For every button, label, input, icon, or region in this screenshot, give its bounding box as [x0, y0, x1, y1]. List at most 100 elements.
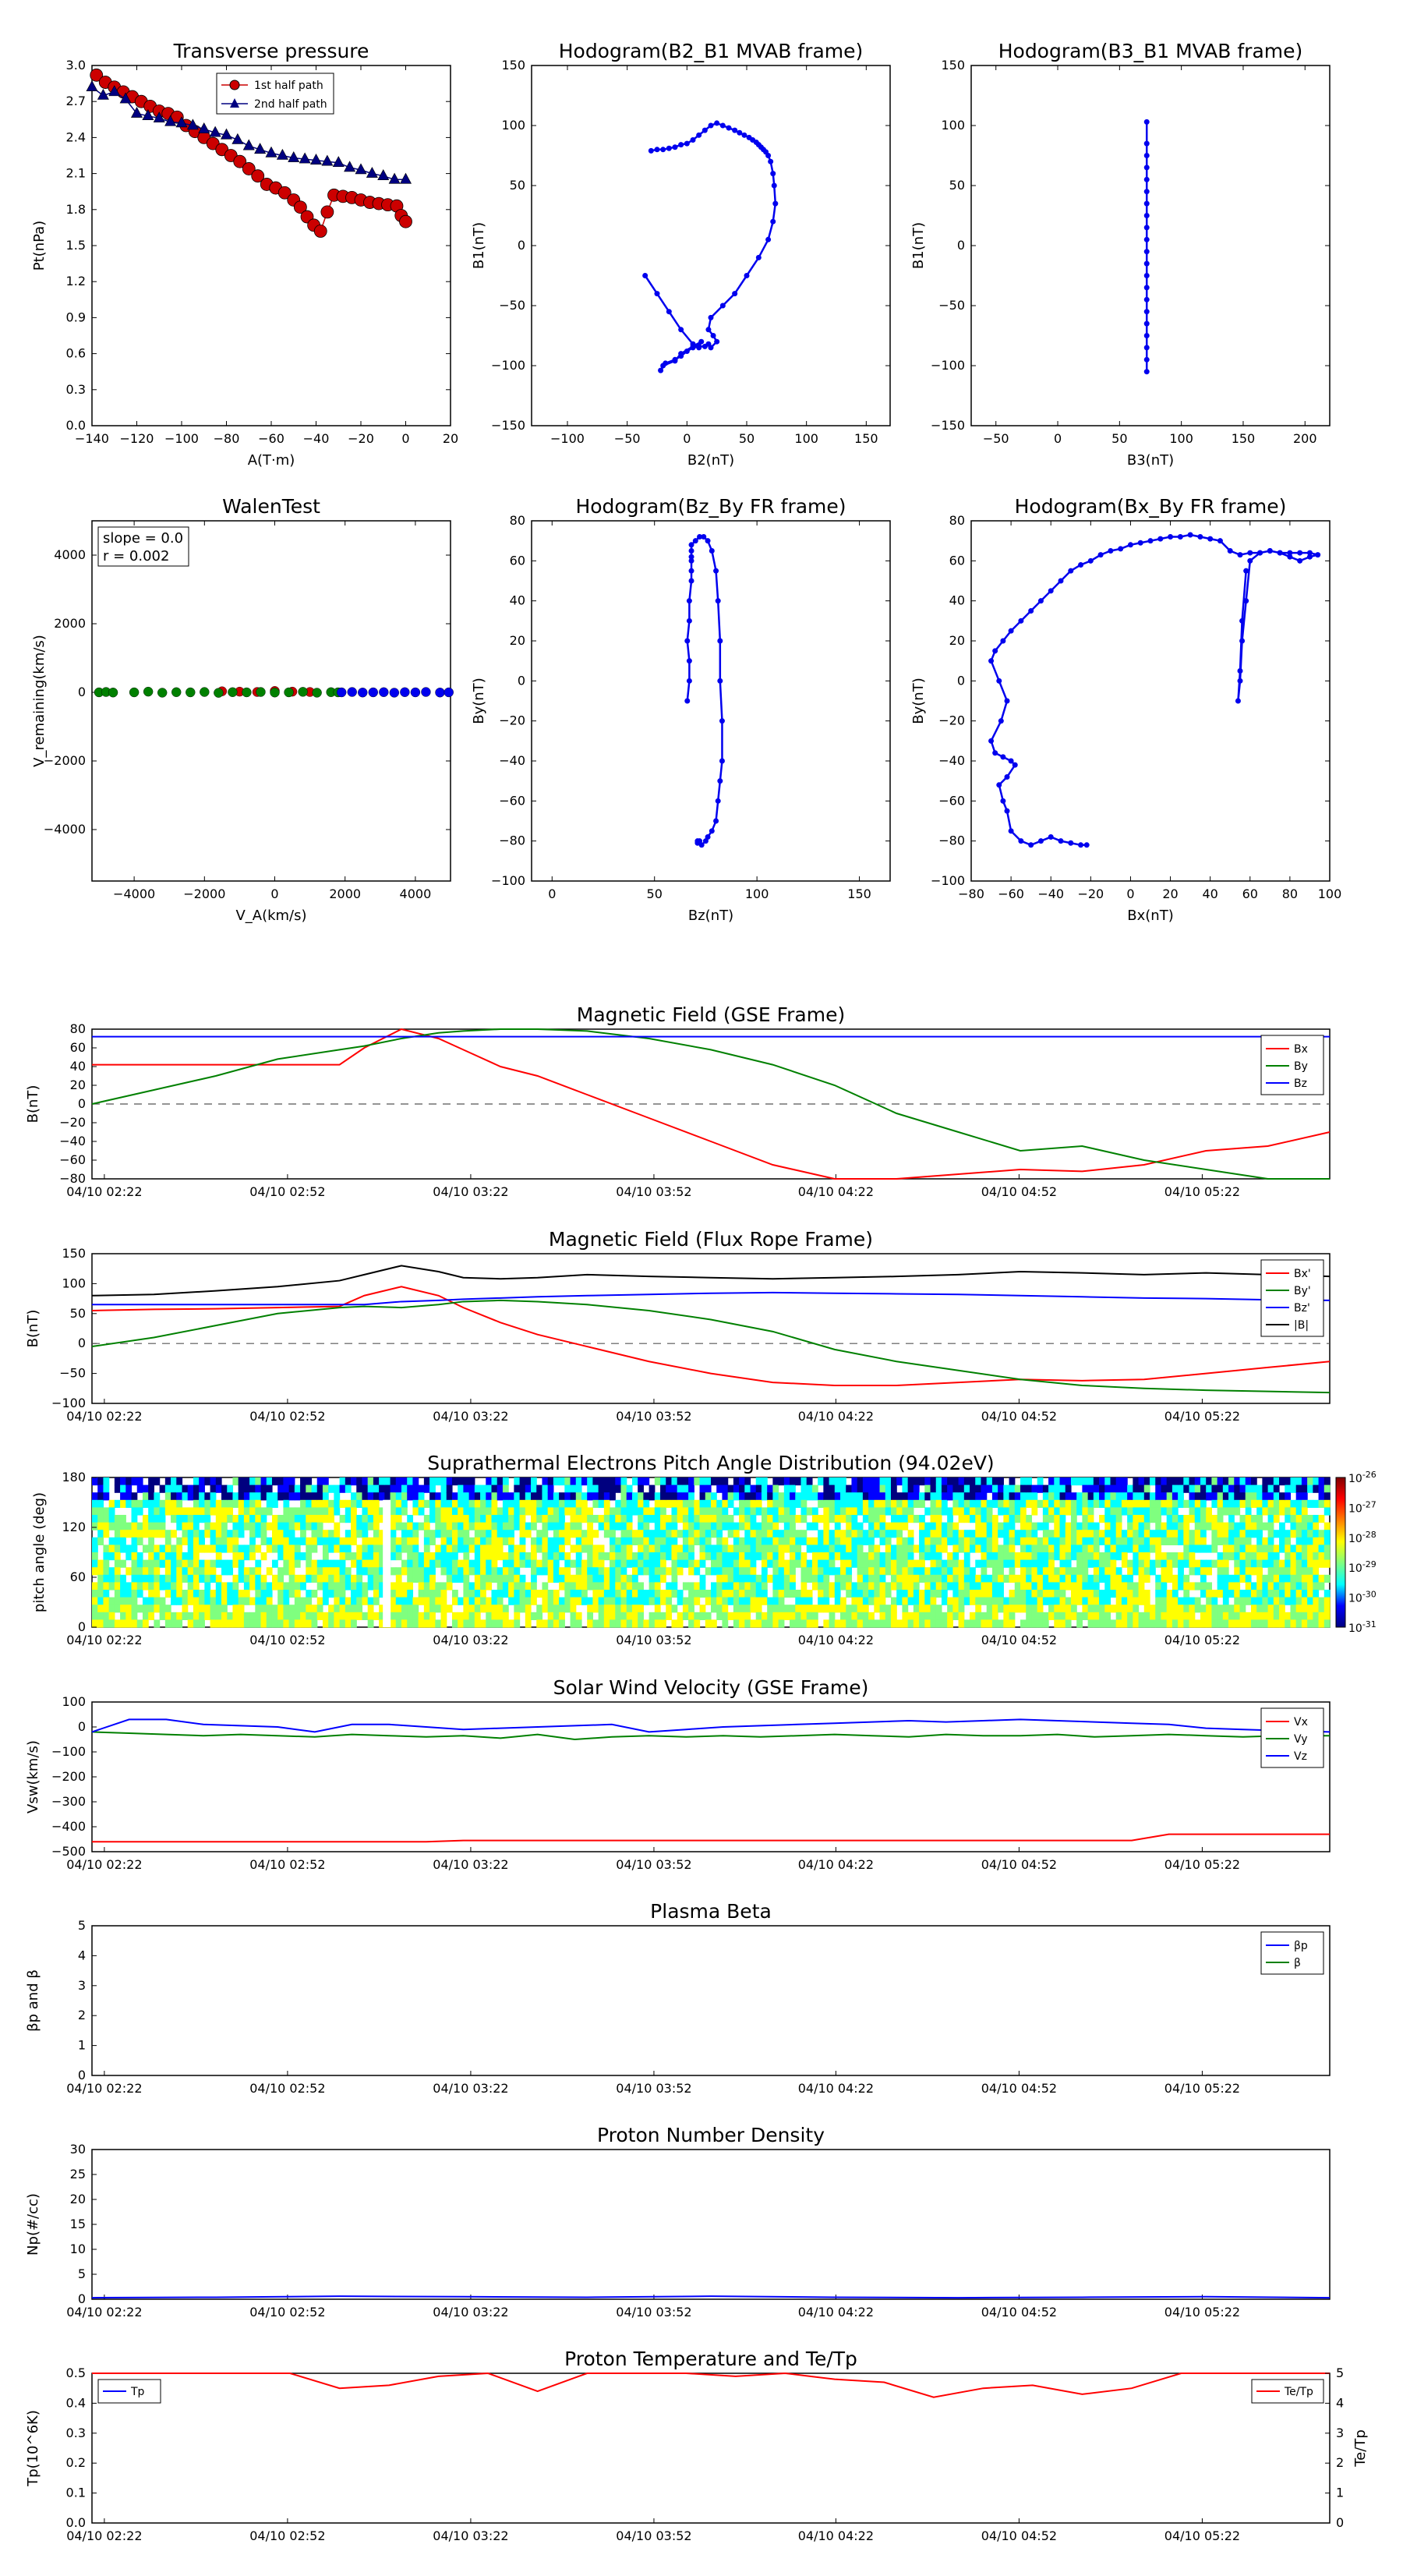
h21-point — [648, 147, 654, 154]
pad-cell — [440, 1559, 447, 1568]
pad-cell — [1206, 1492, 1213, 1501]
pad-cell — [1070, 1597, 1077, 1605]
pad-cell — [1026, 1492, 1033, 1501]
pad-cell — [671, 1492, 678, 1501]
pad-cell — [379, 1484, 385, 1493]
pad-cell — [1127, 1545, 1133, 1553]
pad-cell — [1076, 1545, 1083, 1553]
pad-cell — [1307, 1619, 1313, 1628]
pad-cell — [339, 1484, 346, 1493]
pad-cell — [981, 1492, 988, 1501]
pad-cell — [187, 1530, 194, 1538]
pad-cell — [1295, 1484, 1302, 1493]
pad-cell — [322, 1582, 329, 1591]
pad-cell — [1239, 1567, 1246, 1576]
pad-cell — [1239, 1574, 1246, 1583]
tp-point — [164, 115, 177, 126]
pad-cell — [491, 1477, 498, 1486]
pad-cell — [1250, 1567, 1257, 1576]
pad-cell — [620, 1499, 627, 1508]
h31-xtick-label: 150 — [1232, 431, 1256, 446]
pad-cell — [620, 1477, 627, 1486]
tp-ytick-label: 0.9 — [66, 310, 86, 324]
pad-cell — [243, 1515, 250, 1523]
pad-cell — [316, 1477, 323, 1486]
pad-cell — [626, 1574, 633, 1583]
pad-cell — [316, 1612, 323, 1620]
pad-cell — [379, 1537, 385, 1545]
pad-cell — [1104, 1484, 1111, 1493]
pad-cell — [581, 1537, 588, 1545]
pad-cell — [1003, 1507, 1010, 1516]
h31-point — [1143, 333, 1150, 338]
pad-cell — [688, 1619, 694, 1628]
pad-cell — [1285, 1597, 1292, 1605]
pad-cell — [97, 1590, 104, 1598]
pad-cell — [238, 1515, 245, 1523]
pad-cell — [654, 1605, 661, 1613]
pad-cell — [1222, 1507, 1229, 1516]
pad-cell — [103, 1582, 110, 1591]
pad-cell — [187, 1537, 194, 1545]
pad-cell — [660, 1477, 666, 1486]
pad-cell — [131, 1612, 138, 1620]
pad-cell — [232, 1552, 239, 1561]
pad-cell — [829, 1612, 836, 1620]
walen-point — [435, 688, 445, 698]
pad-cell — [446, 1515, 453, 1523]
pad-cell — [778, 1582, 785, 1591]
pad-cell — [924, 1545, 931, 1553]
pad-cell — [1273, 1597, 1280, 1605]
pad-cell — [1133, 1499, 1140, 1508]
pad-cell — [654, 1530, 661, 1538]
pad-cell — [171, 1574, 177, 1583]
pad-cell — [1037, 1567, 1044, 1576]
pad-cell — [1206, 1484, 1213, 1493]
pad-cell — [1295, 1522, 1302, 1530]
pad-cell — [677, 1499, 684, 1508]
pad-cell — [1076, 1619, 1083, 1628]
walen-title: WalenTest — [222, 495, 320, 518]
pad-cell — [508, 1582, 514, 1591]
pad-cell — [446, 1552, 453, 1561]
pad-cell — [193, 1545, 200, 1553]
pad-cell — [1279, 1530, 1285, 1538]
tp-ytick-label: 2.7 — [66, 94, 86, 108]
pad-cell — [283, 1477, 290, 1486]
pad-cell — [266, 1492, 273, 1501]
pad-cell — [547, 1537, 554, 1545]
pad-cell — [744, 1552, 751, 1561]
pad-cell — [1014, 1590, 1021, 1598]
pad-cell — [176, 1559, 183, 1568]
pad-cell — [840, 1499, 846, 1508]
pad-cell — [491, 1484, 498, 1493]
pad-cell — [508, 1545, 514, 1553]
pad-cell — [311, 1484, 318, 1493]
pad-cell — [626, 1612, 633, 1620]
pad-cell — [440, 1605, 447, 1613]
mf_gse-ytick-label: −20 — [59, 1115, 86, 1130]
pad-cell — [227, 1484, 234, 1493]
pad-cell — [755, 1590, 762, 1598]
pad-cell — [390, 1537, 397, 1545]
pad-cell — [907, 1559, 914, 1568]
pad-cell — [902, 1559, 909, 1568]
pad-cell — [958, 1619, 965, 1628]
pad-cell — [570, 1559, 577, 1568]
hxy-point — [1018, 617, 1024, 624]
pad-cell — [705, 1567, 712, 1576]
pad-cell — [288, 1590, 295, 1598]
pad-cell — [902, 1619, 909, 1628]
pad-cell — [1161, 1537, 1168, 1545]
pad-cell — [390, 1492, 397, 1501]
hzy-point — [688, 557, 694, 564]
pad-cell — [525, 1590, 532, 1598]
pad-cell — [373, 1537, 380, 1545]
pad-cell — [306, 1619, 313, 1628]
pad-cell — [131, 1537, 138, 1545]
pad-cell — [631, 1567, 638, 1576]
pad-cell — [373, 1552, 380, 1561]
pad-cell — [739, 1499, 745, 1508]
pad-cell — [620, 1590, 627, 1598]
tp-point — [153, 111, 165, 123]
